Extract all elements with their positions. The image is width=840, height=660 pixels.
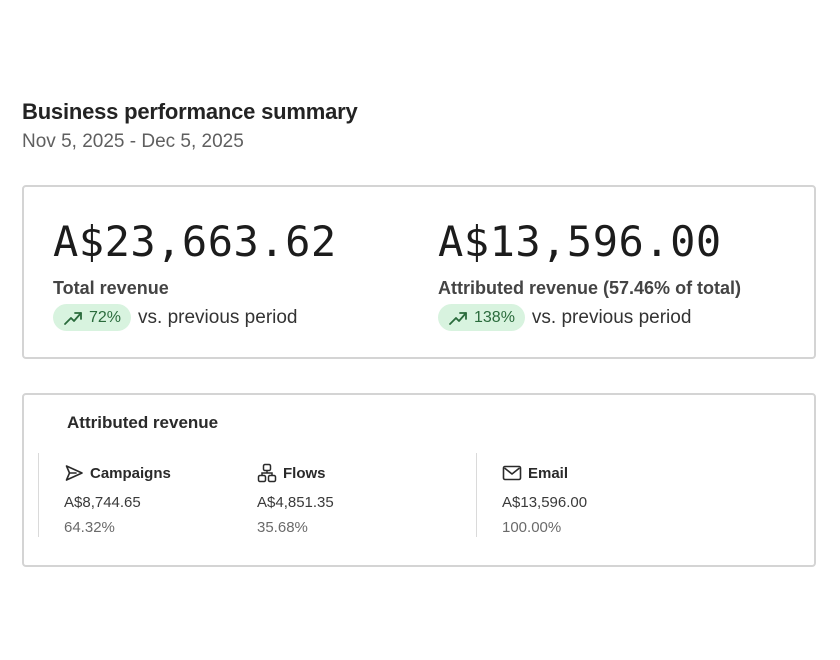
page-title: Business performance summary bbox=[22, 99, 358, 124]
send-icon bbox=[65, 465, 83, 481]
channel-name: Flows bbox=[283, 464, 326, 482]
channel-amount: A$8,744.65 bbox=[64, 494, 141, 511]
channel-flows: Flows A$4,851.35 35.68% bbox=[257, 463, 334, 536]
attributed-revenue-metric: A$13,596.00 Attributed revenue (57.46% o… bbox=[438, 217, 741, 331]
flow-icon bbox=[257, 463, 277, 483]
divider bbox=[38, 453, 39, 537]
attributed-revenue-card: Attributed revenue Campaigns A$8,744.65 … bbox=[22, 393, 816, 567]
total-revenue-label: Total revenue bbox=[53, 278, 169, 298]
channel-percent: 35.68% bbox=[257, 519, 308, 536]
attributed-revenue-title: Attributed revenue bbox=[67, 413, 219, 432]
change-percent: 138% bbox=[474, 308, 515, 326]
change-badge: 138% bbox=[438, 304, 525, 331]
total-revenue-change: 72% vs. previous period bbox=[53, 304, 337, 331]
channel-amount: A$13,596.00 bbox=[502, 494, 588, 511]
change-percent: 72% bbox=[89, 308, 122, 326]
channel-amount: A$4,851.35 bbox=[257, 494, 334, 511]
page-header: Business performance summary Nov 5, 2025… bbox=[22, 98, 358, 154]
summary-card: A$23,663.62 Total revenue 72% vs. previo… bbox=[22, 185, 816, 359]
trending-up-icon bbox=[64, 311, 82, 325]
channel-percent: 100.00% bbox=[502, 519, 562, 536]
mail-icon bbox=[502, 465, 522, 481]
comparison-text: vs. previous period bbox=[531, 306, 692, 328]
total-revenue-value: A$23,663.62 bbox=[53, 217, 337, 266]
channel-name: Email bbox=[528, 464, 569, 482]
channel-campaigns: Campaigns A$8,744.65 64.32% bbox=[64, 463, 171, 537]
trending-up-icon bbox=[449, 311, 467, 325]
attributed-revenue-label: Attributed revenue (57.46% of total) bbox=[438, 278, 742, 298]
divider bbox=[476, 453, 477, 537]
channel-email: Email A$13,596.00 100.00% bbox=[502, 463, 588, 537]
attributed-revenue-change: 138% vs. previous period bbox=[438, 304, 741, 331]
attributed-revenue-value: A$13,596.00 bbox=[438, 217, 722, 266]
change-badge: 72% bbox=[53, 304, 132, 331]
channel-name: Campaigns bbox=[90, 464, 171, 482]
comparison-text: vs. previous period bbox=[138, 306, 298, 328]
total-revenue-metric: A$23,663.62 Total revenue 72% vs. previo… bbox=[53, 217, 337, 331]
date-range: Nov 5, 2025 - Dec 5, 2025 bbox=[22, 131, 244, 152]
channel-percent: 64.32% bbox=[64, 519, 115, 536]
